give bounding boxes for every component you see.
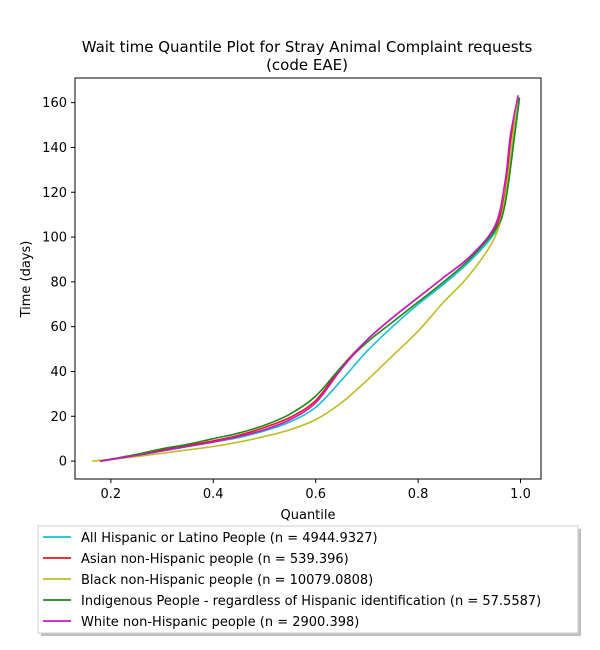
y-axis-label: Time (days)	[19, 241, 34, 319]
legend-entries: All Hispanic or Latino People (n = 4944.…	[43, 531, 541, 630]
legend: All Hispanic or Latino People (n = 4944.…	[37, 525, 581, 636]
y-tick-label: 0	[59, 455, 67, 470]
y-tick-label: 80	[50, 275, 67, 290]
y-tick-label: 120	[42, 186, 67, 201]
y-tick-label: 160	[42, 96, 67, 111]
series-line-4	[99, 97, 521, 462]
x-tick-label: 1.0	[510, 487, 531, 502]
legend-label-2: Asian non-Hispanic people (n = 539.396)	[81, 552, 349, 567]
y-tick-label: 140	[42, 141, 67, 156]
y-tick-label: 100	[42, 231, 67, 246]
legend-frame	[37, 525, 579, 634]
series-line-5	[99, 95, 519, 462]
x-tick-label: 0.2	[101, 487, 122, 502]
ticks-layer: 0.2 0.4 0.6 0.8 1.0 0 20 40 60 80 100 120 140 160	[42, 96, 531, 502]
x-tick-label: 0.6	[305, 487, 326, 502]
x-axis-label: Quantile	[281, 508, 336, 523]
legend-label-3: Black non-Hispanic people (n = 10079.080…	[81, 573, 373, 588]
x-tick-label: 0.4	[203, 487, 224, 502]
series-layer	[92, 95, 521, 462]
legend-label-1: All Hispanic or Latino People (n = 4944.…	[81, 531, 378, 546]
plot-frame	[74, 77, 542, 480]
series-line-3	[92, 95, 519, 462]
legend-label-4: Indigenous People - regardless of Hispan…	[81, 594, 541, 609]
legend-label-5: White non-Hispanic people (n = 2900.398)	[81, 615, 359, 630]
y-tick-label: 40	[50, 365, 67, 380]
series-line-2	[99, 97, 519, 462]
y-tick-label: 60	[50, 320, 67, 335]
chart-title-line2: (code EAE)	[266, 56, 348, 74]
x-tick-label: 0.8	[408, 487, 429, 502]
y-tick-label: 20	[50, 410, 67, 425]
chart-title-line1: Wait time Quantile Plot for Stray Animal…	[82, 38, 533, 56]
